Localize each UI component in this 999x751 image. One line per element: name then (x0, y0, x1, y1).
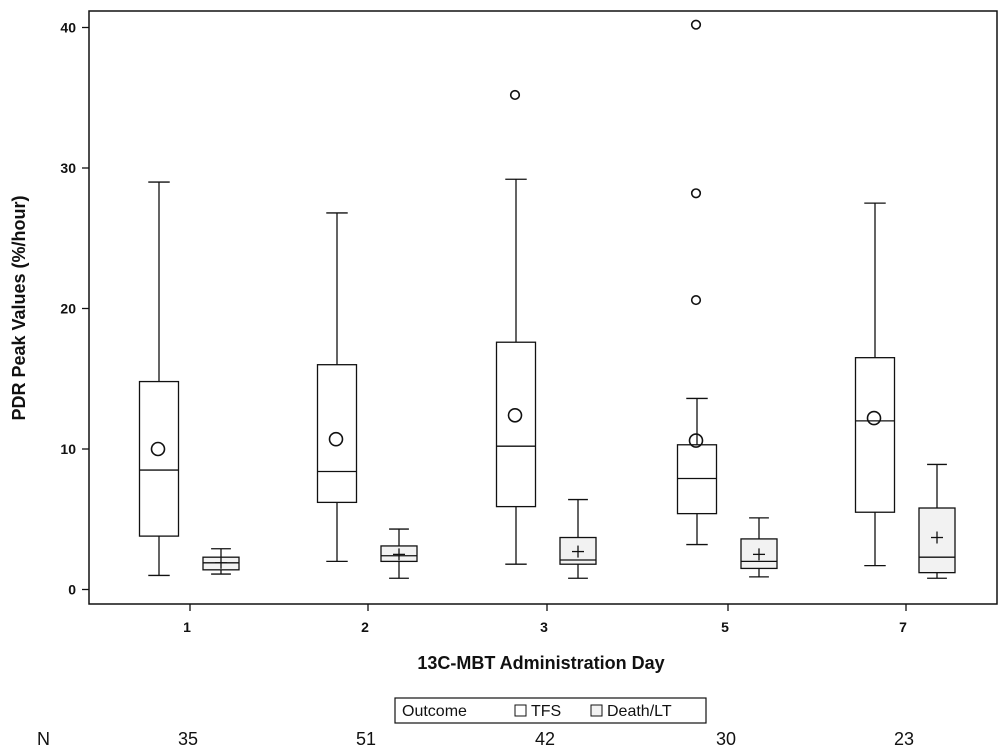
y-tick-label: 40 (60, 20, 76, 36)
legend-title: Outcome (402, 703, 467, 720)
mean-marker (150, 441, 166, 457)
x-tick-label: 3 (540, 619, 548, 635)
box-plots (138, 19, 956, 579)
x-axis: 1 2 3 5 7 (183, 604, 907, 635)
outlier-point (690, 19, 702, 30)
box-iqr (316, 364, 358, 504)
mean-marker (866, 410, 882, 426)
legend: Outcome TFS Death/LT (394, 697, 707, 724)
n-value: 51 (356, 729, 376, 749)
outlier-point (690, 294, 702, 306)
x-tick-label: 2 (361, 619, 369, 635)
y-tick-label: 0 (68, 582, 76, 598)
x-tick-label: 7 (899, 619, 907, 635)
box-iqr (495, 341, 537, 508)
box-death-lt-day-3 (559, 498, 597, 579)
legend-swatch-death-lt (590, 704, 603, 717)
n-row: 35 51 42 30 23 (178, 729, 914, 749)
x-tick-label: 1 (183, 619, 191, 635)
legend-entry-death-lt: Death/LT (607, 703, 672, 720)
box-tfs-day-1 (138, 181, 180, 577)
box-iqr (138, 380, 180, 537)
n-value: 23 (894, 729, 914, 749)
box-tfs-day-3 (495, 89, 537, 565)
box-death-lt-day-7 (918, 463, 956, 579)
legend-entry-tfs: TFS (531, 703, 561, 720)
outlier-point (690, 188, 702, 199)
y-axis-title: PDR Peak Values (%/hour) (9, 195, 29, 420)
n-value: 35 (178, 729, 198, 749)
box-tfs-day-2 (316, 212, 358, 563)
y-tick-label: 30 (60, 160, 76, 176)
y-tick-label: 20 (60, 301, 76, 317)
legend-swatch-tfs (514, 704, 527, 717)
mean-marker (507, 407, 523, 423)
box-iqr (676, 444, 718, 515)
n-value: 42 (535, 729, 555, 749)
box-death-lt-day-1 (202, 548, 240, 575)
x-tick-label: 5 (721, 619, 729, 635)
box-death-lt-day-2 (380, 528, 418, 579)
mean-marker (328, 431, 344, 447)
y-axis: 0 10 20 30 40 (60, 20, 89, 598)
plot-frame (88, 10, 998, 605)
mean-marker (688, 433, 704, 448)
n-value: 30 (716, 729, 736, 749)
box-tfs-day-5 (676, 19, 718, 546)
outlier-point (509, 89, 521, 101)
box-death-lt-day-5 (740, 517, 778, 578)
y-tick-label: 10 (60, 441, 76, 457)
n-row-label: N (37, 729, 50, 749)
x-axis-title: 13C-MBT Administration Day (417, 653, 664, 673)
box-tfs-day-7 (854, 202, 896, 567)
box-iqr (854, 357, 896, 513)
